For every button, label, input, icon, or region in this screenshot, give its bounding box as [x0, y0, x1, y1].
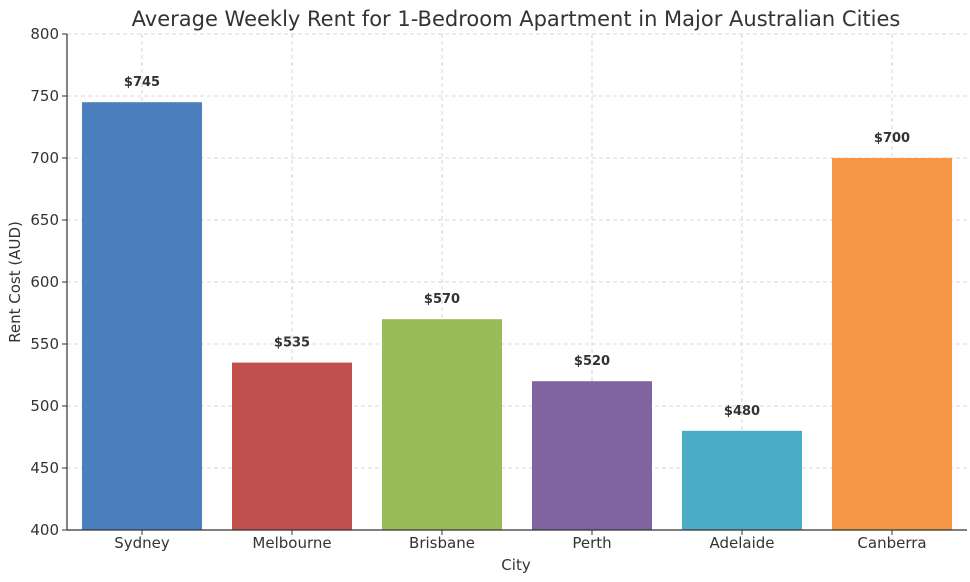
y-tick-label: 600	[30, 273, 59, 291]
y-tick-label: 800	[30, 25, 59, 43]
bar-adelaide	[682, 430, 802, 530]
bar-sydney	[82, 102, 202, 530]
x-tick-label: Perth	[572, 534, 611, 552]
chart-title: Average Weekly Rent for 1-Bedroom Apartm…	[132, 7, 901, 31]
bar-canberra	[832, 158, 952, 530]
data-label-sydney: $745	[124, 75, 160, 90]
bar-perth	[532, 381, 652, 530]
x-axis-label: City	[501, 556, 531, 574]
y-tick-label: 550	[30, 335, 59, 353]
y-tick-label: 450	[30, 459, 59, 477]
y-axis-label: Rent Cost (AUD)	[6, 221, 24, 343]
x-tick-label: Adelaide	[709, 534, 774, 552]
x-tick-label: Melbourne	[252, 534, 331, 552]
y-tick-label: 750	[30, 87, 59, 105]
data-label-perth: $520	[574, 354, 610, 369]
data-label-brisbane: $570	[424, 292, 460, 307]
x-tick-label: Brisbane	[409, 534, 475, 552]
x-tick-label: Canberra	[857, 534, 926, 552]
data-label-canberra: $700	[874, 131, 910, 146]
data-labels: $745 $535 $570 $520 $480 $700	[124, 75, 910, 419]
y-tick-label: 650	[30, 211, 59, 229]
y-tick-label: 700	[30, 149, 59, 167]
bars	[82, 102, 952, 530]
bar-melbourne	[232, 362, 352, 530]
x-tick-label: Sydney	[114, 534, 170, 552]
y-tick-label: 400	[30, 521, 59, 539]
ticks: 400 450 500 550 600 650 700 750 800 Sydney Melbour…	[30, 25, 926, 552]
bar-brisbane	[382, 319, 502, 530]
data-label-adelaide: $480	[724, 404, 760, 419]
data-label-melbourne: $535	[274, 336, 310, 351]
y-tick-label: 500	[30, 397, 59, 415]
